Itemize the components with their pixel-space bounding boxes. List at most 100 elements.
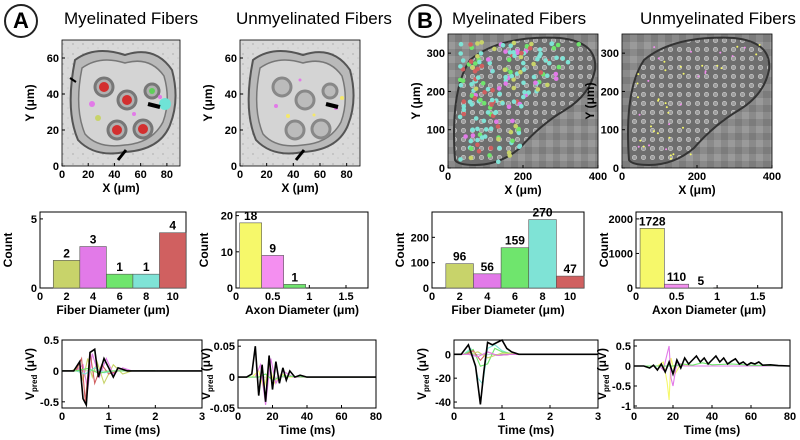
x-tick-label: 0 (451, 411, 457, 423)
fiber-marker (679, 65, 682, 68)
title-a-myelinated: Myelinated Fibers (64, 9, 199, 28)
fiber-marker (543, 58, 548, 63)
bar-label: 4 (169, 219, 176, 233)
y-axis-label: Y (μm) (23, 84, 37, 121)
fiber-marker (514, 48, 520, 54)
fiber-marker (510, 118, 515, 124)
x-axis-label: Fiber Diameter (μm) (451, 303, 564, 317)
x-tick-label: 0 (633, 291, 639, 303)
fiber-marker (469, 82, 474, 87)
y-tick-label: 40 (225, 89, 237, 101)
y-tick-label: 200 (601, 86, 619, 98)
fiber-marker (473, 61, 478, 66)
fiber-marker (479, 63, 485, 69)
y-tick-label: 2000 (609, 214, 633, 226)
fiber-marker (560, 56, 566, 61)
chart-B_trace_unmyel: 0 20 40 60 80 -1 -0.5 0 0.5 Time (ms) Vpred (μV) (595, 339, 796, 437)
x-tick-label: 40 (706, 411, 718, 423)
fiber-marker (719, 51, 722, 54)
x-tick-label: 400 (589, 171, 607, 183)
fiber-marker (518, 69, 523, 75)
x-axis-label: Time (ms) (684, 423, 740, 437)
fiber-marker (488, 145, 494, 151)
fiber-marker (531, 74, 537, 80)
y-tick-label: 1000 (609, 248, 633, 260)
fiber-marker (481, 100, 487, 106)
fiber-marker (470, 133, 476, 138)
fiber-marker (517, 143, 523, 149)
bar (283, 284, 306, 289)
fiber-marker (473, 116, 479, 121)
fiber-marker (502, 67, 508, 73)
y-axis-label: Count (197, 233, 211, 268)
fiber-marker (481, 118, 487, 124)
series-line-sum (62, 347, 202, 408)
bar (52, 260, 81, 289)
y-tick-label: 20 (47, 125, 59, 137)
fiber-marker (472, 96, 478, 101)
y-tick-label: -0.5 (612, 381, 631, 393)
x-tick-label: 40 (108, 169, 120, 181)
bar (445, 263, 474, 289)
fiber-marker (637, 96, 639, 99)
fiber-marker (670, 157, 672, 160)
bar-label: 2 (63, 246, 70, 260)
y-tick-label: 20 (221, 211, 233, 223)
fiber-marker (457, 77, 463, 83)
fiber-marker (538, 70, 544, 75)
fiber-marker (461, 107, 467, 112)
fiber-marker (553, 71, 559, 77)
fiber-marker (503, 49, 508, 54)
x-tick-label: 2 (63, 291, 69, 303)
fiber-marker (527, 46, 533, 51)
y-tick-label: 40 (47, 89, 59, 101)
image-b-myelinated (448, 34, 598, 168)
fiber-marker (743, 46, 746, 49)
fiber-marker (545, 82, 550, 88)
fiber-marker (480, 81, 486, 86)
x-tick-label: 0 (59, 411, 65, 423)
fiber-marker (475, 126, 480, 132)
x-axis-label: X (μm) (102, 181, 139, 195)
fiber-marker (565, 59, 571, 65)
y-tick-label: 0.05 (214, 341, 235, 353)
fiber-marker (468, 42, 473, 47)
bar-label: 1 (291, 270, 298, 284)
bar-label: 1728 (639, 214, 666, 228)
panel-letter-b: B (408, 4, 442, 38)
fiber-marker (690, 50, 692, 53)
fiber-marker (492, 46, 497, 52)
y-tick-label: -40 (435, 397, 451, 409)
x-axis-label: Axon Diameter (μm) (245, 303, 359, 317)
fiber-marker (485, 57, 491, 62)
x-axis-label: Time (ms) (104, 423, 160, 437)
bar-label: 110 (667, 270, 687, 284)
fiber-marker (663, 60, 666, 63)
chart-B_img_myel: 0 200 400 0 100 200 300 X (μm) Y (μm) (409, 33, 607, 197)
y-axis-label: Vpred (μV) (23, 348, 39, 400)
fiber-marker (511, 50, 516, 55)
y-tick-label: 60 (225, 53, 237, 65)
y-axis-label: Vpred (μV) (199, 348, 215, 400)
fiber-marker (475, 54, 480, 59)
x-tick-label: 2 (152, 411, 158, 423)
series-line-magenta (238, 358, 376, 405)
fiber-marker (704, 72, 707, 74)
fiber-marker (518, 54, 524, 60)
y-tick-label: 0.5 (44, 335, 59, 347)
image-a-unmyelinated (240, 40, 360, 166)
panel-letter-a: A (4, 4, 38, 38)
fiber-marker (758, 43, 761, 46)
fiber-marker (461, 99, 467, 104)
fiber-marker (485, 110, 491, 115)
fiber-marker (656, 132, 659, 135)
fiber-marker (704, 70, 707, 73)
y-tick-label: 300 (601, 48, 619, 60)
x-axis-label: X (μm) (281, 181, 318, 195)
x-tick-label: 80 (341, 169, 353, 181)
x-axis-label: Fiber Diameter (μm) (56, 303, 169, 317)
x-tick-label: 20 (266, 411, 278, 423)
fiber-marker (664, 69, 667, 72)
fiber-marker (647, 79, 650, 82)
